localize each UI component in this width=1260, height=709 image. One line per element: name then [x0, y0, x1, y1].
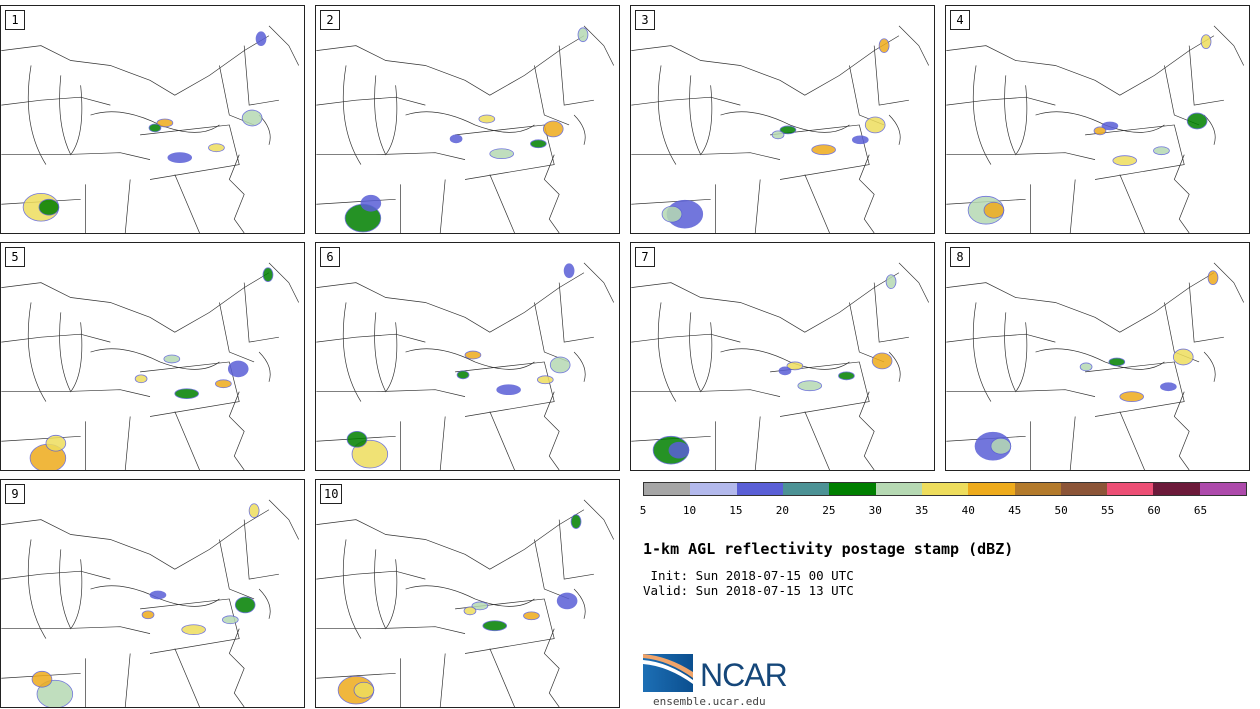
map-basemap	[631, 262, 930, 470]
map-basemap	[316, 25, 615, 233]
colorbar-tick-label: 10	[682, 504, 697, 517]
colorbar-segment	[644, 483, 691, 495]
colorbar-segment	[736, 483, 783, 495]
colorbar-tick-label: 20	[775, 504, 789, 517]
colorbar-tick-label: 35	[915, 504, 929, 517]
map-basemap	[946, 25, 1245, 233]
panel-number: 8	[950, 247, 970, 267]
panel-number: 5	[5, 247, 25, 267]
map-panel-9: 9	[0, 479, 305, 708]
map-panel-5: 5	[0, 242, 305, 471]
map-basemap	[1, 499, 300, 707]
colorbar-tick-label: 55	[1100, 504, 1115, 517]
map-basemap	[316, 262, 615, 470]
colorbar-tick-label: 60	[1147, 504, 1161, 517]
map-panel-10: 10	[315, 479, 620, 708]
valid-time: Valid: Sun 2018-07-15 13 UTC	[643, 583, 854, 598]
colorbar-segment	[1199, 483, 1247, 495]
colorbar-segment	[921, 483, 969, 495]
colorbar-segment	[1153, 483, 1200, 495]
map-panel-2: 2	[315, 5, 620, 234]
source-url: ensemble.ucar.edu	[653, 695, 766, 708]
map-basemap	[316, 499, 615, 707]
panel-number: 6	[320, 247, 340, 267]
panel-number: 7	[635, 247, 655, 267]
map-basemap	[1, 25, 300, 233]
colorbar-tick-label: 15	[729, 504, 743, 517]
map-basemap	[631, 25, 930, 233]
map-basemap	[946, 262, 1245, 470]
colorbar-segment	[968, 483, 1015, 495]
panel-number: 10	[320, 484, 343, 504]
colorbar-tick-label: 65	[1193, 504, 1208, 517]
colorbar-tick-label: 45	[1008, 504, 1022, 517]
colorbar-segment	[829, 483, 876, 495]
panel-number: 9	[5, 484, 25, 504]
map-basemap	[1, 262, 300, 470]
colorbar-segment	[782, 483, 830, 495]
colorbar-tick-label: 25	[822, 504, 836, 517]
colorbar-tick-label: 5	[639, 504, 647, 517]
map-panel-1: 1	[0, 5, 305, 234]
colorbar-segment	[1014, 483, 1061, 495]
panel-number: 4	[950, 10, 970, 30]
colorbar-tick-labels: 5 10 15 20 25 30 35 40 45 50 55 60 65	[639, 504, 1247, 518]
init-time: Init: Sun 2018-07-15 00 UTC	[643, 568, 854, 583]
map-panel-8: 8	[945, 242, 1250, 471]
map-panel-3: 3	[630, 5, 935, 234]
chart-title: 1-km AGL reflectivity postage stamp (dBZ…	[643, 540, 1014, 558]
ncar-logo-icon	[643, 654, 693, 692]
ncar-logo-text: NCAR	[700, 657, 788, 693]
colorbar-tick-label: 30	[868, 504, 882, 517]
colorbar-tick-label: 50	[1054, 504, 1068, 517]
panel-number: 1	[5, 10, 25, 30]
colorbar-tick-label: 40	[961, 504, 975, 517]
map-panel-6: 6	[315, 242, 620, 471]
reflectivity-colorbar	[643, 482, 1247, 496]
colorbar-segment	[690, 483, 737, 495]
colorbar-segment	[1060, 483, 1108, 495]
panel-number: 2	[320, 10, 340, 30]
colorbar-segment	[875, 483, 922, 495]
panel-number: 3	[635, 10, 655, 30]
map-panel-7: 7	[630, 242, 935, 471]
map-panel-4: 4	[945, 5, 1250, 234]
colorbar-segment	[1107, 483, 1154, 495]
